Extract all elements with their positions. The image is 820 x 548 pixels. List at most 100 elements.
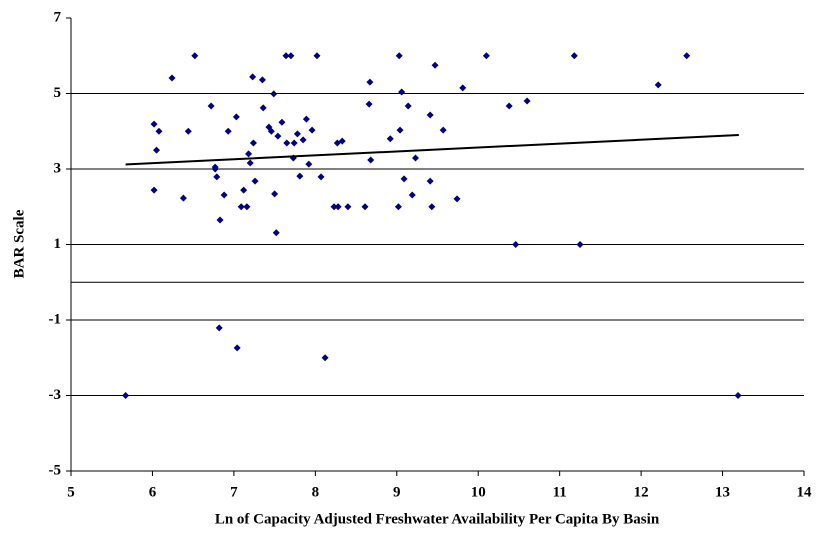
x-tick-label: 5	[67, 484, 75, 500]
trend-line	[125, 134, 739, 166]
data-point	[426, 177, 434, 185]
data-point	[439, 126, 447, 134]
data-point	[317, 173, 325, 181]
y-tick-label: 3	[54, 160, 62, 176]
data-point	[334, 203, 342, 211]
data-point	[267, 127, 275, 135]
data-point	[249, 73, 257, 81]
data-point	[274, 132, 282, 140]
x-tick-label: 6	[149, 484, 157, 500]
data-point	[482, 52, 490, 60]
data-point	[216, 216, 224, 224]
data-point	[150, 186, 158, 194]
y-tick-label: 7	[54, 9, 62, 25]
data-point	[232, 113, 240, 121]
data-point	[505, 102, 513, 110]
data-point	[243, 203, 251, 211]
y-tick-label: -3	[49, 387, 62, 403]
data-point	[224, 127, 232, 135]
data-point	[459, 84, 467, 92]
data-point	[259, 104, 267, 112]
data-point	[344, 203, 352, 211]
data-point	[453, 195, 461, 203]
data-point	[155, 127, 163, 135]
x-tick-label: 10	[471, 484, 486, 500]
data-point	[282, 52, 290, 60]
data-point	[734, 392, 742, 399]
data-point	[240, 186, 248, 194]
data-point	[246, 159, 254, 167]
data-point	[313, 52, 321, 60]
data-point	[408, 191, 416, 199]
data-point	[404, 102, 412, 110]
data-point	[122, 392, 130, 399]
y-tick-label: -1	[49, 311, 62, 327]
data-point	[184, 127, 192, 135]
x-tick-label: 13	[715, 484, 730, 500]
data-point	[398, 88, 406, 96]
data-point	[683, 52, 691, 60]
data-point	[412, 154, 420, 162]
data-point	[654, 81, 662, 89]
data-point	[272, 229, 280, 237]
data-point	[270, 90, 278, 98]
data-point	[512, 241, 520, 248]
x-tick-label: 7	[230, 484, 238, 500]
data-point	[426, 111, 434, 119]
data-point	[576, 241, 584, 248]
data-point	[290, 139, 298, 147]
data-point	[245, 150, 253, 158]
data-point	[308, 126, 316, 134]
data-point	[386, 135, 394, 143]
y-tick-label: -5	[49, 462, 62, 478]
data-point	[215, 324, 223, 332]
x-axis-label: Ln of Capacity Adjusted Freshwater Avail…	[215, 511, 660, 527]
data-point	[570, 52, 578, 60]
data-point	[211, 163, 219, 171]
data-point	[428, 203, 436, 211]
data-point	[213, 173, 221, 181]
x-tick-label: 12	[634, 484, 649, 500]
y-tick-label: 5	[54, 85, 62, 101]
x-tick-label: 9	[393, 484, 401, 500]
data-point	[207, 102, 215, 110]
data-point	[278, 118, 286, 126]
data-point	[523, 97, 531, 105]
data-point	[302, 115, 310, 123]
data-point	[179, 194, 187, 202]
data-point	[251, 177, 259, 185]
data-point	[271, 190, 279, 198]
data-point	[330, 203, 338, 211]
y-tick-label: 1	[54, 236, 62, 252]
data-point	[361, 203, 369, 211]
data-point	[287, 52, 295, 60]
data-point	[338, 137, 346, 145]
data-point	[394, 203, 402, 211]
data-point	[258, 76, 266, 84]
data-point	[283, 139, 291, 147]
x-tick-label: 11	[553, 484, 567, 500]
data-point	[293, 130, 301, 138]
data-point	[153, 146, 161, 154]
x-tick-label: 8	[312, 484, 320, 500]
data-point	[366, 78, 374, 86]
data-point	[168, 74, 176, 82]
data-point	[249, 139, 257, 147]
data-point	[400, 175, 408, 183]
x-tick-label: 14	[797, 484, 813, 500]
data-point	[296, 172, 304, 180]
data-point	[365, 100, 373, 108]
data-point	[191, 52, 199, 60]
y-axis-label: BAR Scale	[11, 209, 27, 278]
data-point	[237, 203, 245, 211]
data-point	[396, 126, 404, 134]
data-point	[299, 136, 307, 144]
data-point	[305, 160, 313, 168]
data-point	[233, 344, 241, 352]
data-point	[220, 191, 228, 199]
data-point	[321, 354, 329, 362]
data-point	[431, 61, 439, 69]
data-point	[150, 120, 158, 128]
data-point	[367, 156, 375, 164]
